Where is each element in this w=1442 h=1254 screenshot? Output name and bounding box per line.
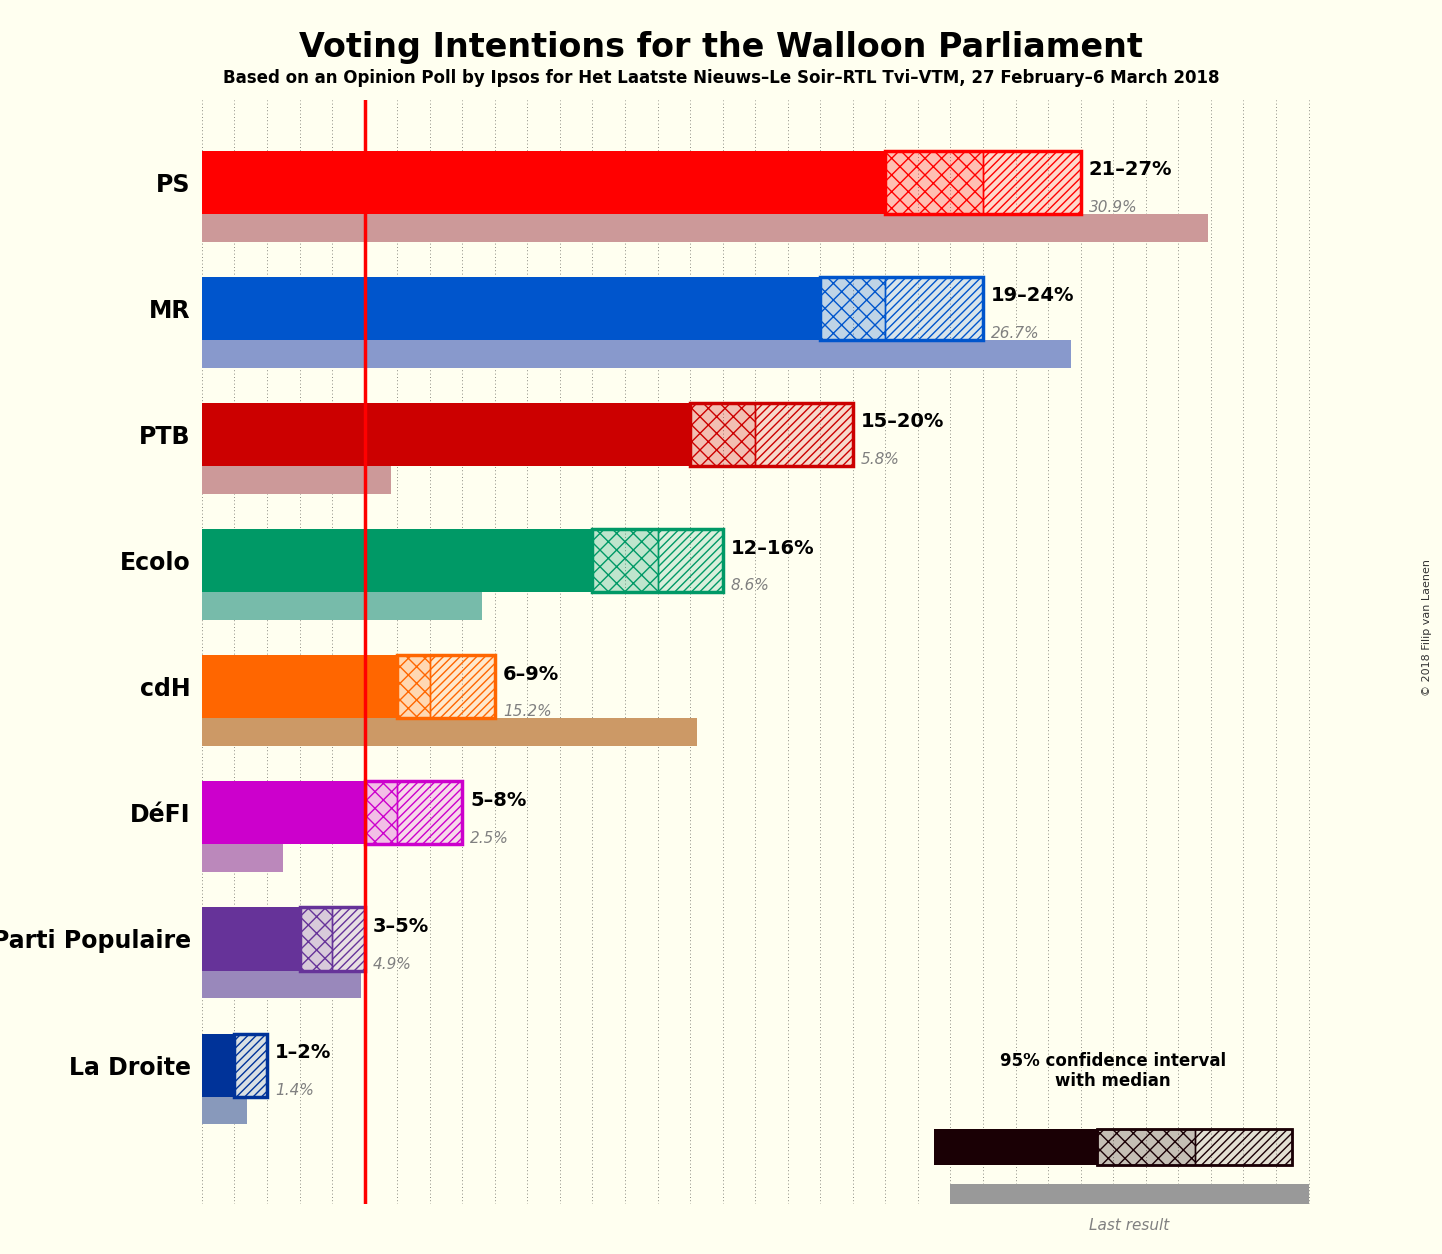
Bar	[1097, 1130, 1292, 1165]
Text: 12–16%: 12–16%	[731, 538, 815, 558]
Text: 15–20%: 15–20%	[861, 413, 945, 431]
Bar	[593, 529, 658, 592]
Bar	[756, 403, 852, 466]
Bar	[1194, 1130, 1292, 1165]
Text: 6–9%: 6–9%	[503, 665, 559, 683]
Bar	[202, 466, 391, 494]
Bar	[397, 781, 463, 844]
Text: 4.9%: 4.9%	[373, 957, 411, 972]
Bar	[365, 781, 397, 844]
Bar	[202, 971, 362, 998]
Bar	[820, 277, 983, 340]
Bar	[885, 277, 983, 340]
Bar	[691, 403, 852, 466]
Bar	[397, 656, 430, 719]
Bar	[820, 277, 885, 340]
Text: 30.9%: 30.9%	[1089, 201, 1138, 214]
Bar	[202, 656, 397, 719]
Bar	[202, 403, 691, 466]
Bar	[202, 529, 593, 592]
Bar	[691, 403, 756, 466]
Bar	[1194, 1130, 1292, 1165]
Bar	[235, 1033, 267, 1097]
Bar	[934, 1130, 1097, 1165]
Bar	[593, 529, 722, 592]
Bar	[658, 529, 722, 592]
Text: 21–27%: 21–27%	[1089, 161, 1172, 179]
Text: 26.7%: 26.7%	[991, 326, 1040, 341]
Bar	[202, 592, 482, 619]
Text: 3–5%: 3–5%	[373, 917, 430, 935]
Bar	[983, 150, 1080, 214]
Bar	[1097, 1130, 1194, 1165]
Bar	[332, 908, 365, 971]
Text: Last result: Last result	[1089, 1218, 1169, 1233]
Text: 1–2%: 1–2%	[275, 1043, 332, 1062]
Bar	[593, 529, 658, 592]
Bar	[885, 150, 1080, 214]
Bar	[202, 150, 885, 214]
Bar	[430, 656, 495, 719]
Bar	[691, 403, 756, 466]
Bar	[202, 908, 300, 971]
Bar	[983, 150, 1080, 214]
Text: 95% confidence interval
with median: 95% confidence interval with median	[1001, 1052, 1226, 1090]
Bar	[658, 529, 722, 592]
Bar	[885, 150, 983, 214]
Bar	[202, 719, 696, 746]
Text: 19–24%: 19–24%	[991, 286, 1074, 305]
Bar	[332, 908, 365, 971]
Text: 15.2%: 15.2%	[503, 705, 552, 720]
Bar	[202, 340, 1071, 367]
Bar	[430, 656, 495, 719]
Bar	[202, 781, 365, 844]
Bar	[202, 1033, 235, 1097]
Text: Voting Intentions for the Walloon Parliament: Voting Intentions for the Walloon Parlia…	[298, 31, 1144, 64]
Bar	[397, 781, 463, 844]
Bar	[885, 150, 983, 214]
Bar	[300, 908, 332, 971]
Bar	[235, 1033, 267, 1097]
Text: © 2018 Filip van Laenen: © 2018 Filip van Laenen	[1422, 558, 1432, 696]
Text: 8.6%: 8.6%	[731, 578, 770, 593]
Text: 5.8%: 5.8%	[861, 453, 900, 468]
Bar	[397, 656, 495, 719]
Bar	[365, 781, 397, 844]
Bar	[202, 1097, 248, 1125]
Bar	[202, 844, 283, 872]
Bar	[950, 1184, 1308, 1206]
Bar	[300, 908, 332, 971]
Bar	[397, 656, 430, 719]
Bar	[820, 277, 885, 340]
Text: 5–8%: 5–8%	[470, 791, 526, 810]
Bar	[365, 781, 463, 844]
Bar	[756, 403, 852, 466]
Bar	[1097, 1130, 1194, 1165]
Bar	[300, 908, 365, 971]
Bar	[202, 214, 1207, 242]
Text: Based on an Opinion Poll by Ipsos for Het Laatste Nieuws–Le Soir–RTL Tvi–VTM, 27: Based on an Opinion Poll by Ipsos for He…	[222, 69, 1220, 87]
Bar	[235, 1033, 267, 1097]
Bar	[885, 277, 983, 340]
Text: 1.4%: 1.4%	[275, 1083, 314, 1097]
Bar	[202, 277, 820, 340]
Text: 2.5%: 2.5%	[470, 830, 509, 845]
